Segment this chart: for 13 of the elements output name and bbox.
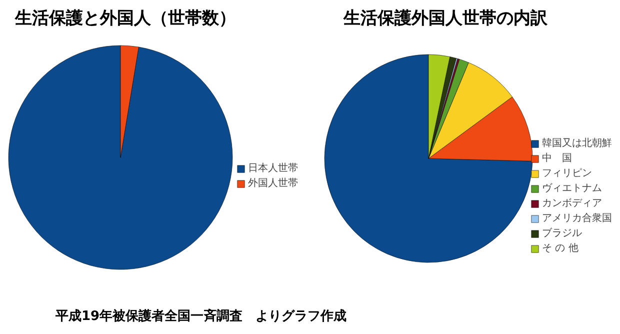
legend-label: フィリピン xyxy=(542,167,592,180)
chart-title: 生活保護外国人世帯の内訳 xyxy=(342,8,548,28)
legend-label: 中 国 xyxy=(542,152,572,165)
chart-title: 生活保護と外国人（世帯数） xyxy=(14,8,236,28)
legend-label: アメリカ合衆国 xyxy=(542,212,612,225)
text: 平成19年被保護者全国一斉調査 よりグラフ作成 xyxy=(54,308,347,324)
legend-label: ブラジル xyxy=(542,226,582,240)
legend-label: 外国人世帯 xyxy=(248,176,298,190)
legend-label: そ の 他 xyxy=(542,242,578,255)
legend-label: カンボディア xyxy=(542,197,602,210)
legend-label: ヴィエトナム xyxy=(542,182,602,195)
legend-label: 日本人世帯 xyxy=(248,162,298,175)
legend-label: 韓国又は北朝鮮 xyxy=(542,136,612,150)
